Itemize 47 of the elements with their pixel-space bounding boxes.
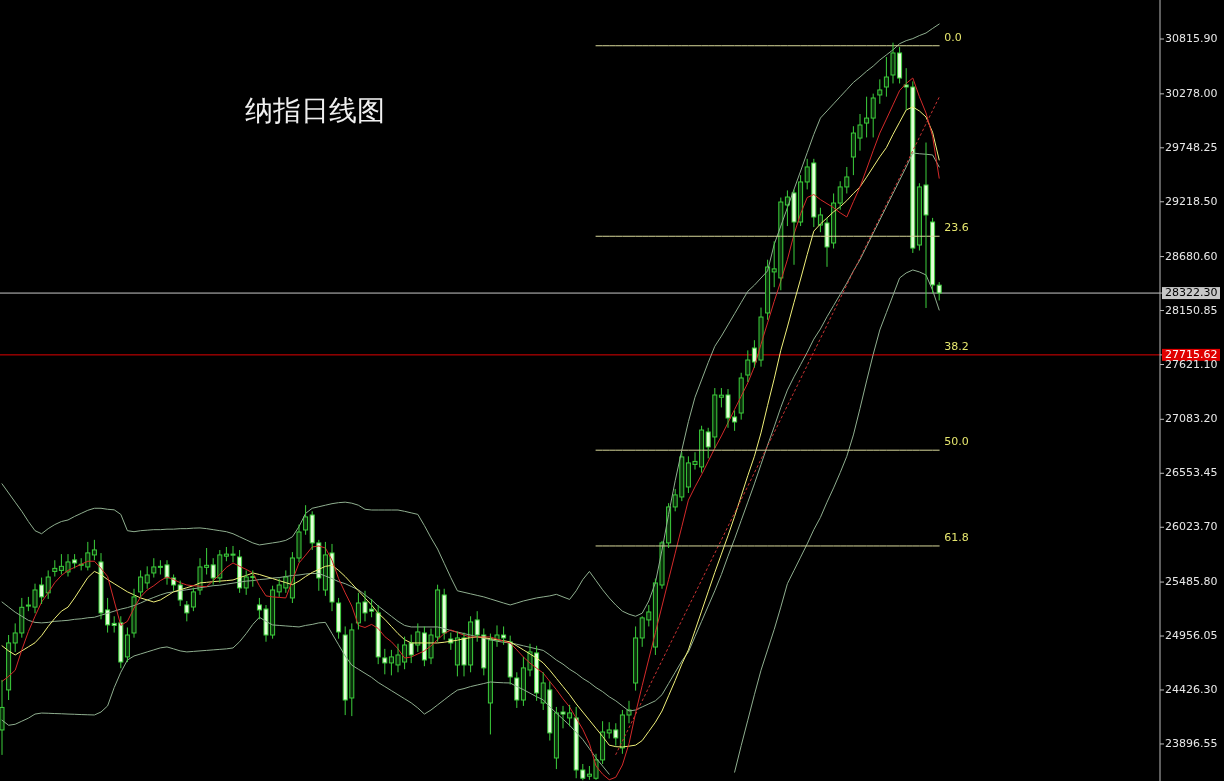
candlestick — [303, 504, 309, 536]
candlestick — [745, 349, 751, 383]
y-tick-label: 30815.90 — [1165, 32, 1218, 46]
candlestick — [151, 557, 157, 579]
candlestick — [877, 78, 883, 105]
y-tick-label: 27715.62 — [1165, 347, 1218, 361]
series-label: 50.0 — [944, 435, 969, 449]
candlestick — [936, 281, 942, 301]
candlestick — [930, 217, 936, 294]
annotation: 38.2 — [944, 339, 969, 353]
y-tick-label: 26023.70 — [1165, 520, 1218, 534]
y-tick-label: 29218.50 — [1165, 194, 1218, 208]
candlestick — [184, 600, 190, 622]
candlestick — [144, 565, 150, 590]
y-tick-label: 28322.30 — [1165, 286, 1218, 300]
candlestick — [441, 588, 447, 641]
y-tick-label: 25485.80 — [1165, 575, 1218, 589]
y-tick-label: 24956.05 — [1165, 629, 1218, 643]
text: 纳指日线图 — [245, 94, 385, 127]
candlestick — [45, 569, 51, 600]
candlestick — [124, 626, 130, 663]
candlestick — [864, 96, 870, 138]
candlestick — [738, 372, 744, 421]
candlestick — [6, 634, 12, 701]
candlestick — [0, 679, 5, 756]
line-series — [1, 23, 940, 617]
y-tick-label: 28680.60 — [1165, 249, 1218, 263]
y-tick-label: 26553.45 — [1165, 466, 1218, 480]
y-tick-label: 30278.00 — [1165, 86, 1218, 100]
series-label: 0.0 — [944, 30, 962, 44]
y-tick-label: 24426.30 — [1165, 682, 1218, 696]
candlestick — [52, 559, 58, 578]
candlestick — [883, 56, 889, 98]
candlestick — [487, 633, 493, 735]
series-label: 61.8 — [944, 530, 969, 544]
y-tick-label: 23896.55 — [1165, 736, 1218, 750]
candlestick — [138, 569, 144, 598]
y-tick-label: 27083.20 — [1165, 412, 1218, 426]
candlestick — [870, 93, 876, 138]
candlestick — [91, 539, 97, 561]
candlestick — [633, 625, 639, 692]
candlestick — [732, 409, 738, 432]
y-tick-label: 29748.25 — [1165, 140, 1218, 154]
series-label: 23.6 — [944, 221, 969, 235]
candlestick — [765, 259, 771, 321]
y-tick-label: 28150.85 — [1165, 303, 1218, 317]
candlestick — [190, 587, 196, 612]
